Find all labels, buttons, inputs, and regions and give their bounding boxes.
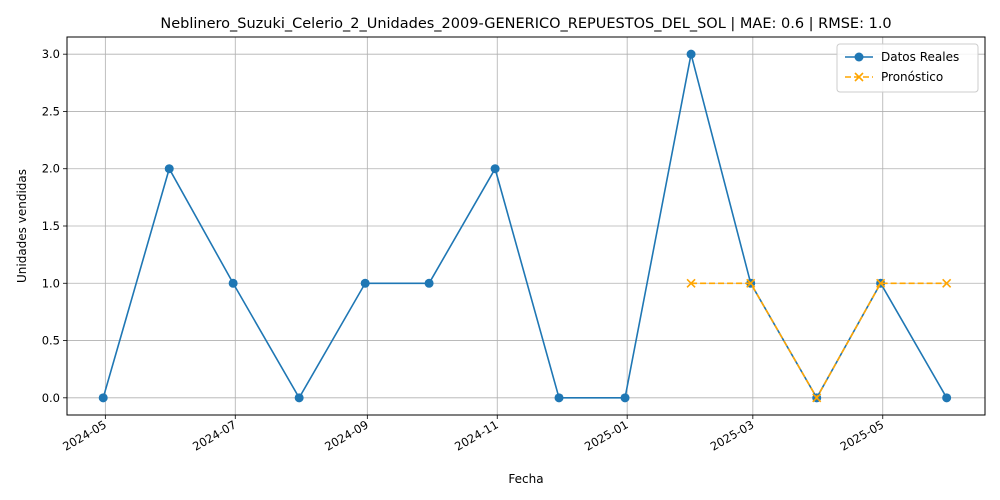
x-axis-label: Fecha xyxy=(508,472,543,486)
data-point xyxy=(360,278,370,288)
x-tick-label: 2024-09 xyxy=(322,417,371,453)
y-axis-label: Unidades vendidas xyxy=(15,169,29,283)
data-point xyxy=(554,393,564,403)
x-tick-label: 2024-11 xyxy=(452,417,501,453)
x-tick-label: 2025-03 xyxy=(708,417,757,453)
series-actual xyxy=(98,49,952,403)
legend-marker xyxy=(854,52,864,62)
data-point xyxy=(746,278,756,288)
y-tick-label: 1.5 xyxy=(42,219,60,233)
series-layer xyxy=(98,49,952,403)
data-point xyxy=(228,278,238,288)
x-tick-label: 2025-01 xyxy=(582,417,631,453)
data-point xyxy=(686,278,696,288)
series-line xyxy=(102,53,948,400)
grid-lines xyxy=(67,37,985,415)
data-point xyxy=(942,393,952,403)
data-point xyxy=(942,278,952,288)
x-axis-ticks: 2024-05 2024-07 2024-09 2024-11 2025-01 2025-… xyxy=(60,415,886,454)
series-forecast xyxy=(686,278,952,403)
data-point xyxy=(686,49,696,59)
x-tick-label: 2024-07 xyxy=(190,417,239,453)
data-point xyxy=(98,393,108,403)
x-tick-label: 2024-05 xyxy=(60,417,109,453)
y-axis-ticks: 0.0 0.5 1.0 1.5 2.0 2.5 3.0 xyxy=(42,47,67,405)
data-point xyxy=(812,393,822,403)
legend-marker xyxy=(854,72,864,82)
y-tick-label: 1.0 xyxy=(42,276,60,290)
y-tick-label: 2.5 xyxy=(42,104,60,118)
data-point xyxy=(164,164,174,174)
data-point xyxy=(490,164,500,174)
y-tick-label: 0.5 xyxy=(42,334,60,348)
legend: Datos Reales Pronóstico xyxy=(836,43,979,93)
y-tick-label: 0.0 xyxy=(42,391,60,405)
data-point xyxy=(620,393,630,403)
x-tick-label: 2025-05 xyxy=(838,417,887,453)
legend-label: Pronóstico xyxy=(881,70,943,84)
y-tick-label: 3.0 xyxy=(42,47,60,61)
legend-label: Datos Reales xyxy=(881,50,959,64)
legend-box xyxy=(836,43,979,93)
data-point xyxy=(876,278,886,288)
y-tick-label: 2.0 xyxy=(42,162,60,176)
chart-title: Neblinero_Suzuki_Celerio_2_Unidades_2009… xyxy=(160,16,891,32)
data-point xyxy=(294,393,304,403)
data-point xyxy=(424,278,434,288)
